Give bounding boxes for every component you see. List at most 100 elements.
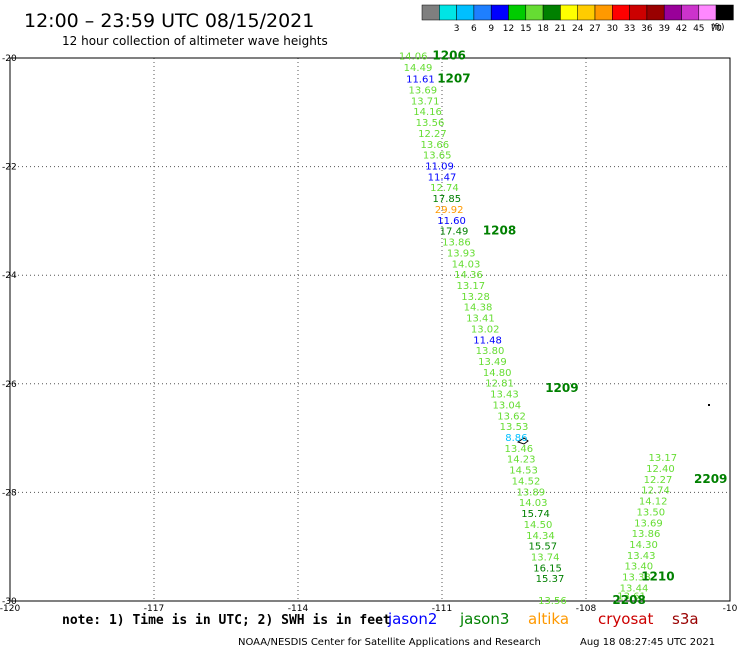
legend-label: 21 xyxy=(555,24,566,34)
island-dot xyxy=(708,404,710,406)
y-tick-label: -24 xyxy=(2,271,17,281)
swh-value: 13.56 xyxy=(416,118,445,129)
swh-value: 11.48 xyxy=(473,335,502,346)
legend-label: 36 xyxy=(641,24,653,34)
legend-label: 9 xyxy=(488,24,494,34)
swh-value: 13.71 xyxy=(411,96,440,107)
legend-swatch xyxy=(612,4,630,21)
time-label: 1209 xyxy=(545,381,578,395)
satellite-name: s3a xyxy=(672,610,699,628)
legend-swatch xyxy=(508,4,527,21)
swh-value: 13.89 xyxy=(516,487,545,498)
swh-value: 14.80 xyxy=(483,368,512,379)
swh-value: 14.03 xyxy=(452,259,481,270)
swh-value: 13.43 xyxy=(490,390,519,401)
swh-observations: 14.0614.4911.6113.6913.7114.1613.5612.27… xyxy=(399,51,677,607)
x-tick-label: -108 xyxy=(576,604,597,614)
time-label: 1208 xyxy=(483,224,516,238)
swh-value: 13.69 xyxy=(408,85,437,96)
legend-swatch xyxy=(542,4,561,21)
swh-value: 14.38 xyxy=(464,303,493,314)
swh-value: 14.12 xyxy=(639,497,668,508)
swh-value: 17.85 xyxy=(432,194,461,205)
swh-value: 13.65 xyxy=(423,151,452,162)
swh-value: 13.17 xyxy=(456,281,485,292)
footer-generated: Aug 18 08:27:45 UTC 2021 xyxy=(580,637,715,648)
swh-value: 13.02 xyxy=(471,324,500,335)
swh-value: 13.28 xyxy=(461,292,490,303)
swh-value: 11.60 xyxy=(437,216,466,227)
legend-label: 3 xyxy=(454,24,460,34)
swh-value: 14.52 xyxy=(512,476,541,487)
swh-value: 13.66 xyxy=(420,140,449,151)
legend-label: 18 xyxy=(537,24,549,34)
legend-label: 39 xyxy=(658,24,670,34)
y-tick-label: -28 xyxy=(2,488,17,498)
swh-value: 12.27 xyxy=(418,129,447,140)
legend-swatch xyxy=(715,4,734,21)
swh-value: 11.09 xyxy=(425,162,454,173)
swh-value: 12.27 xyxy=(644,475,673,486)
swh-value: 14.34 xyxy=(526,531,555,542)
legend-swatch xyxy=(490,4,509,21)
time-label: 2208 xyxy=(612,593,645,607)
time-label: 1210 xyxy=(641,570,674,584)
legend-swatch xyxy=(629,4,648,21)
footer-credit: NOAA/NESDIS Center for Satellite Applica… xyxy=(238,637,541,648)
satellite-legend: jason2 jason3 altika cryosat s3a xyxy=(387,610,699,628)
time-labels: 1206 1207 1208 1209 1210 2209 2208 xyxy=(432,48,727,607)
swh-value: 13.93 xyxy=(447,248,476,259)
swh-value: 12.40 xyxy=(646,464,675,475)
y-tick-label: -22 xyxy=(2,163,17,173)
legend-swatch xyxy=(560,4,578,21)
x-tick-label: -120 xyxy=(0,604,20,614)
swh-value: 13.86 xyxy=(632,529,661,540)
swh-value: 11.61 xyxy=(406,75,435,86)
legend-label: 27 xyxy=(589,24,600,34)
swh-value: 8.86 xyxy=(505,433,527,444)
swh-value: 12.74 xyxy=(430,183,459,194)
swh-value: 14.16 xyxy=(413,107,442,118)
legend-swatch xyxy=(577,4,596,21)
swh-value: 15.57 xyxy=(528,542,557,553)
satellite-name: cryosat xyxy=(598,610,653,628)
legend-swatch xyxy=(456,4,475,21)
legend-swatch xyxy=(473,4,492,21)
swh-value: 13.17 xyxy=(648,453,677,464)
legend-label: 15 xyxy=(520,24,531,34)
swh-value: 13.49 xyxy=(478,357,507,368)
satellite-name: jason2 xyxy=(387,610,437,628)
x-tick-label: -10 xyxy=(723,604,738,614)
swh-value: 14.36 xyxy=(454,270,483,281)
x-tick-label: -111 xyxy=(432,604,452,614)
time-label: 1207 xyxy=(437,72,470,86)
swh-value: 13.38 xyxy=(622,573,651,584)
time-label: 2209 xyxy=(694,472,727,486)
island-outline xyxy=(516,437,529,445)
swh-value: 13.61 xyxy=(617,592,646,603)
legend-label: 6 xyxy=(471,24,477,34)
swh-value: 14.50 xyxy=(524,520,553,531)
legend-label: 24 xyxy=(572,24,584,34)
legend-swatch xyxy=(525,4,544,21)
footer-note: note: 1) Time is in UTC; 2) SWH is in fe… xyxy=(62,613,391,628)
swh-value: 13.46 xyxy=(504,444,533,455)
legend-swatch xyxy=(681,4,700,21)
legend-label: 12 xyxy=(503,24,514,34)
legend-swatch xyxy=(421,4,440,21)
swh-value: 15.74 xyxy=(521,509,550,520)
map-frame xyxy=(9,57,731,602)
legend-swatch xyxy=(663,4,682,21)
y-tick-label: -26 xyxy=(2,380,17,390)
x-tick-label: -114 xyxy=(288,604,309,614)
legend-label: 30 xyxy=(607,24,619,34)
swh-value: 14.06 xyxy=(399,51,428,62)
swh-value: 13.62 xyxy=(497,411,526,422)
swh-value: 14.03 xyxy=(519,498,548,509)
legend-swatch xyxy=(698,4,717,21)
swh-value: 13.04 xyxy=(492,400,521,411)
swh-value: 13.86 xyxy=(442,238,471,249)
y-tick-label: -20 xyxy=(2,54,17,64)
time-label: 1206 xyxy=(432,48,465,62)
